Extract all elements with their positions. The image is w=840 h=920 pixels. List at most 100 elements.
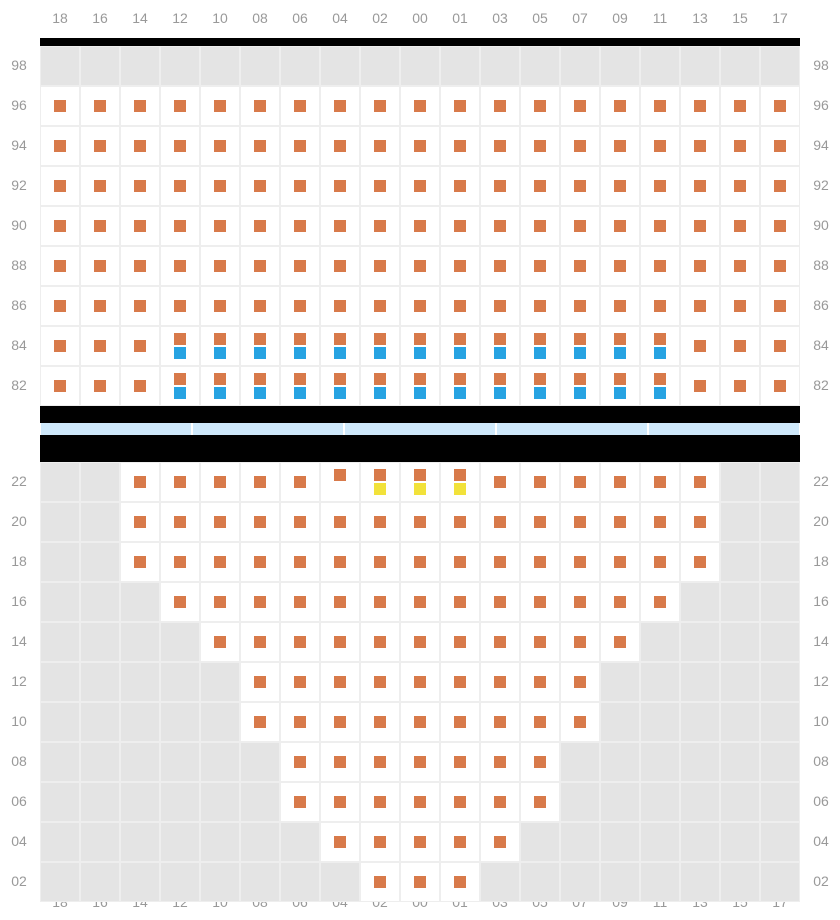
bay-cell[interactable]: [520, 622, 560, 662]
bay-cell[interactable]: [160, 246, 200, 286]
bay-cell[interactable]: [120, 206, 160, 246]
bay-cell[interactable]: [720, 662, 760, 702]
bay-cell[interactable]: [600, 326, 640, 366]
bay-cell[interactable]: [560, 662, 600, 702]
bay-cell[interactable]: [440, 126, 480, 166]
bay-cell[interactable]: [320, 126, 360, 166]
bay-cell[interactable]: [760, 542, 800, 582]
bay-cell[interactable]: [40, 742, 80, 782]
bay-cell[interactable]: [440, 622, 480, 662]
bay-cell[interactable]: [360, 246, 400, 286]
bay-cell[interactable]: [760, 206, 800, 246]
bay-cell[interactable]: [400, 502, 440, 542]
bay-cell[interactable]: [360, 822, 400, 862]
bay-cell[interactable]: [240, 286, 280, 326]
bay-cell[interactable]: [520, 46, 560, 86]
bay-cell[interactable]: [720, 246, 760, 286]
bay-cell[interactable]: [200, 502, 240, 542]
bay-cell[interactable]: [120, 166, 160, 206]
bay-cell[interactable]: [440, 246, 480, 286]
bay-cell[interactable]: [80, 366, 120, 406]
bay-cell[interactable]: [360, 326, 400, 366]
bay-cell[interactable]: [320, 622, 360, 662]
bay-cell[interactable]: [40, 662, 80, 702]
bay-cell[interactable]: [200, 862, 240, 902]
bay-cell[interactable]: [400, 622, 440, 662]
bay-cell[interactable]: [720, 46, 760, 86]
bay-cell[interactable]: [120, 326, 160, 366]
bay-cell[interactable]: [560, 246, 600, 286]
bay-cell[interactable]: [200, 206, 240, 246]
bay-cell[interactable]: [560, 822, 600, 862]
bay-cell[interactable]: [80, 822, 120, 862]
bay-cell[interactable]: [400, 822, 440, 862]
bay-cell[interactable]: [240, 782, 280, 822]
bay-cell[interactable]: [240, 742, 280, 782]
bay-cell[interactable]: [480, 502, 520, 542]
bay-cell[interactable]: [360, 86, 400, 126]
bay-cell[interactable]: [600, 702, 640, 742]
bay-cell[interactable]: [160, 166, 200, 206]
bay-cell[interactable]: [680, 46, 720, 86]
bay-cell[interactable]: [320, 742, 360, 782]
bay-cell[interactable]: [680, 822, 720, 862]
bay-cell[interactable]: [280, 542, 320, 582]
bay-cell[interactable]: [80, 782, 120, 822]
bay-cell[interactable]: [40, 702, 80, 742]
bay-cell[interactable]: [160, 542, 200, 582]
bay-cell[interactable]: [120, 246, 160, 286]
bay-cell[interactable]: [600, 582, 640, 622]
bay-cell[interactable]: [720, 582, 760, 622]
bay-cell[interactable]: [160, 662, 200, 702]
bay-cell[interactable]: [280, 166, 320, 206]
bay-cell[interactable]: [360, 862, 400, 902]
bay-cell[interactable]: [280, 662, 320, 702]
bay-cell[interactable]: [400, 782, 440, 822]
bay-cell[interactable]: [40, 622, 80, 662]
bay-cell[interactable]: [120, 126, 160, 166]
bay-cell[interactable]: [680, 462, 720, 502]
bay-cell[interactable]: [720, 462, 760, 502]
bay-cell[interactable]: [600, 742, 640, 782]
bay-cell[interactable]: [480, 326, 520, 366]
bay-cell[interactable]: [240, 862, 280, 902]
bay-cell[interactable]: [320, 502, 360, 542]
bay-cell[interactable]: [320, 782, 360, 822]
bay-cell[interactable]: [640, 782, 680, 822]
bay-cell[interactable]: [560, 542, 600, 582]
bay-cell[interactable]: [80, 462, 120, 502]
bay-cell[interactable]: [120, 46, 160, 86]
bay-cell[interactable]: [720, 366, 760, 406]
bay-cell[interactable]: [400, 742, 440, 782]
bay-cell[interactable]: [720, 542, 760, 582]
bay-cell[interactable]: [400, 126, 440, 166]
bay-cell[interactable]: [280, 742, 320, 782]
bay-cell[interactable]: [200, 86, 240, 126]
bay-cell[interactable]: [320, 286, 360, 326]
bay-cell[interactable]: [400, 86, 440, 126]
bay-cell[interactable]: [200, 542, 240, 582]
bay-cell[interactable]: [520, 462, 560, 502]
bay-cell[interactable]: [240, 206, 280, 246]
bay-cell[interactable]: [760, 326, 800, 366]
bay-cell[interactable]: [680, 502, 720, 542]
bay-cell[interactable]: [240, 462, 280, 502]
bay-cell[interactable]: [640, 582, 680, 622]
bay-cell[interactable]: [680, 622, 720, 662]
bay-cell[interactable]: [600, 246, 640, 286]
bay-cell[interactable]: [40, 462, 80, 502]
bay-cell[interactable]: [40, 326, 80, 366]
bay-cell[interactable]: [480, 702, 520, 742]
bay-cell[interactable]: [80, 862, 120, 902]
bay-cell[interactable]: [320, 702, 360, 742]
bay-cell[interactable]: [80, 582, 120, 622]
bay-cell[interactable]: [480, 782, 520, 822]
bay-cell[interactable]: [760, 782, 800, 822]
bay-cell[interactable]: [640, 86, 680, 126]
bay-cell[interactable]: [400, 206, 440, 246]
bay-cell[interactable]: [200, 126, 240, 166]
bay-cell[interactable]: [720, 702, 760, 742]
bay-cell[interactable]: [80, 702, 120, 742]
bay-cell[interactable]: [280, 782, 320, 822]
bay-cell[interactable]: [680, 742, 720, 782]
